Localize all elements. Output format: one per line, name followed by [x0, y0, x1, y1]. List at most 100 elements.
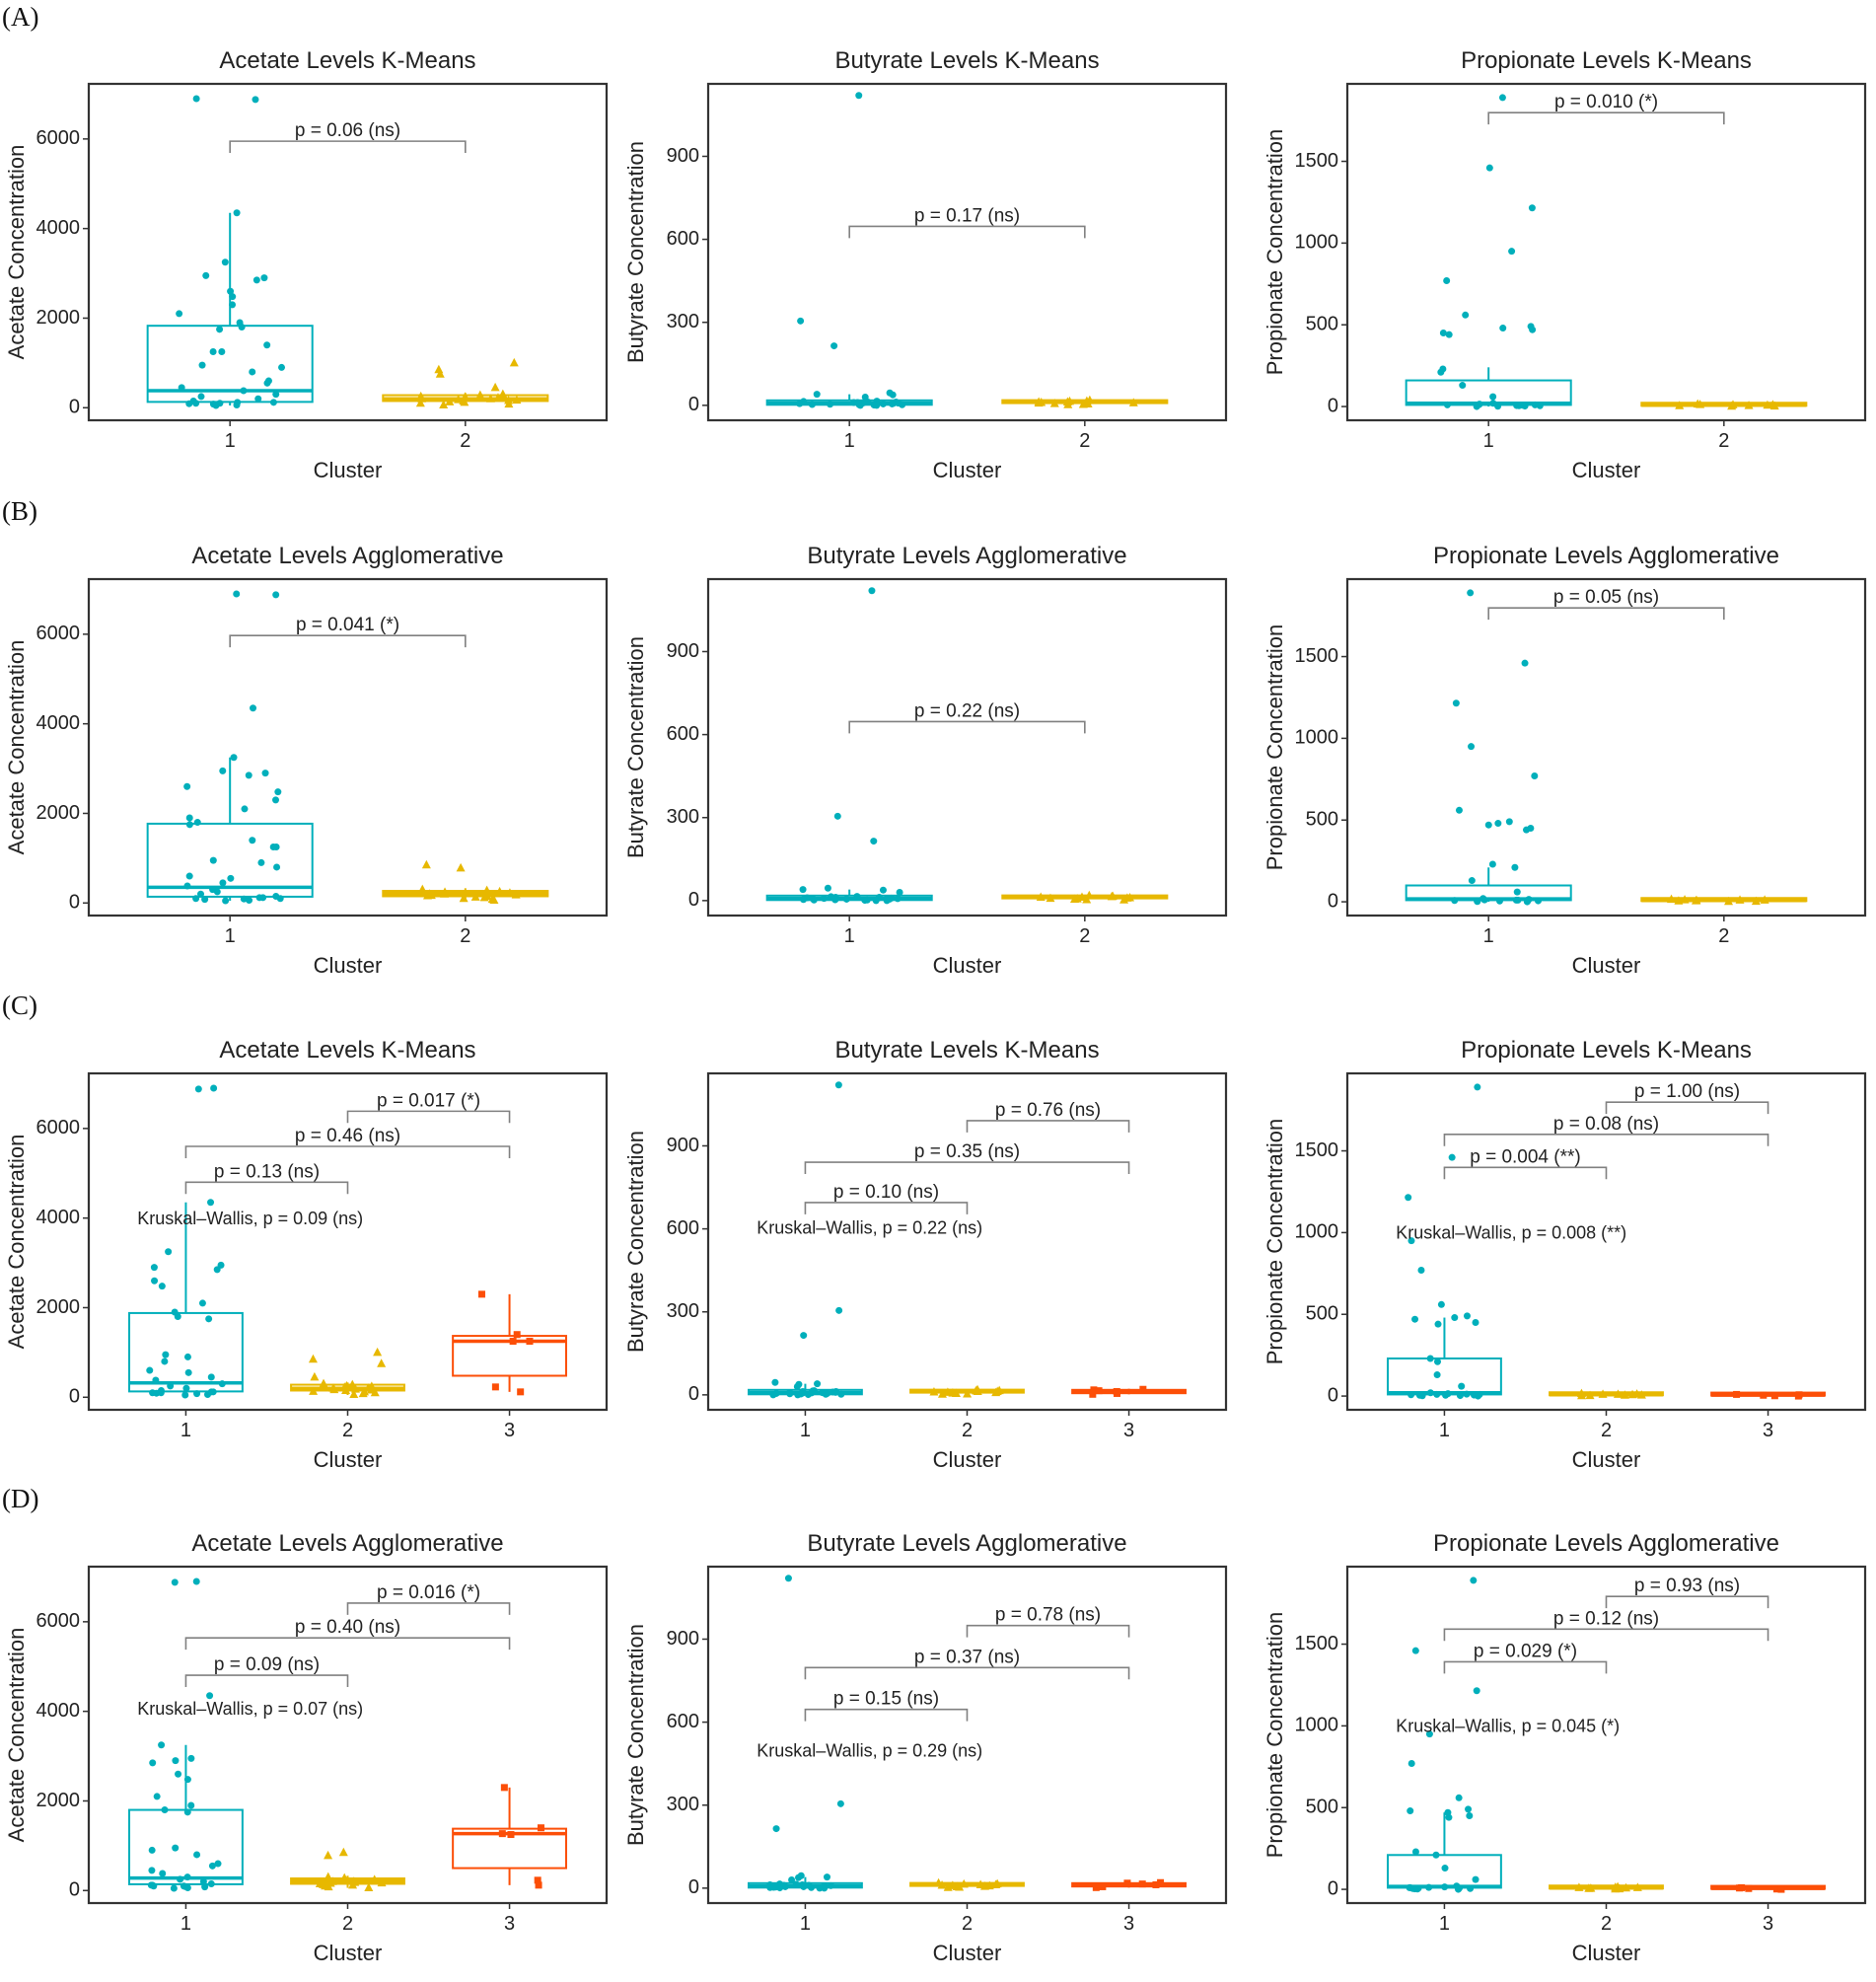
data-point	[201, 1883, 209, 1891]
chart-title: Butyrate Levels K-Means	[834, 47, 1099, 74]
data-point	[485, 394, 495, 403]
data-point	[879, 400, 887, 407]
data-point	[1521, 403, 1529, 410]
data-point	[192, 95, 200, 103]
data-point	[1413, 1885, 1421, 1893]
data-point	[182, 1384, 190, 1392]
data-point	[161, 1358, 169, 1365]
data-point	[1498, 94, 1506, 102]
data-point	[174, 1313, 181, 1321]
data-point	[1769, 401, 1779, 410]
data-point	[415, 398, 425, 407]
cluster-3-group	[1710, 1883, 1826, 1893]
data-point	[899, 401, 906, 408]
data-point	[1425, 1883, 1433, 1891]
data-point	[276, 895, 284, 903]
data-point	[216, 326, 224, 333]
p-value-label: p = 0.17 (ns)	[914, 205, 1020, 226]
x-tick-label: 2	[1718, 925, 1729, 947]
x-axis-label: Cluster	[314, 458, 383, 482]
data-point	[786, 1390, 794, 1398]
y-tick-label: 300	[667, 311, 699, 332]
data-point	[505, 888, 515, 897]
y-tick-label: 300	[667, 806, 699, 828]
box-plot-panel: Butyrate Levels K-Means Butyrate Concentr…	[623, 47, 1228, 482]
data-point	[227, 287, 235, 295]
data-point	[535, 1881, 542, 1889]
data-point	[207, 1879, 215, 1887]
box-plot-panel: Acetate Levels K-Means Acetate Concentrat…	[4, 47, 609, 482]
data-point	[159, 1870, 167, 1877]
data-point	[1139, 1385, 1147, 1393]
data-point	[222, 897, 230, 905]
data-point	[216, 400, 224, 407]
box	[1387, 1357, 1502, 1396]
plot-frame	[87, 1565, 609, 1905]
data-point	[456, 862, 466, 872]
data-point	[1426, 1355, 1434, 1362]
data-point	[1437, 1300, 1445, 1308]
chart-title: Acetate Levels Agglomerative	[191, 1530, 503, 1557]
y-tick-label: 900	[667, 1628, 699, 1650]
data-point	[459, 893, 469, 903]
data-point	[495, 886, 505, 896]
data-point	[1458, 1382, 1466, 1390]
y-axis-label: Butyrate Concentration	[623, 1131, 648, 1353]
significance-bracket	[346, 1602, 511, 1615]
data-point	[194, 1085, 202, 1093]
x-tick-label: 2	[962, 1913, 973, 1935]
p-value-label: p = 0.15 (ns)	[833, 1689, 939, 1710]
data-point	[1451, 897, 1459, 905]
data-point	[870, 838, 878, 845]
chart-title: Propionate Levels K-Means	[1461, 1037, 1752, 1064]
data-point	[158, 1283, 166, 1290]
data-point	[1425, 1730, 1433, 1738]
data-point	[856, 402, 864, 409]
data-point	[513, 1331, 521, 1339]
data-point	[1426, 1389, 1434, 1397]
data-point	[240, 387, 248, 395]
data-point	[187, 1801, 195, 1809]
data-point	[1474, 898, 1481, 906]
data-point	[1770, 1392, 1778, 1400]
x-tick-label: 1	[844, 925, 855, 947]
y-axis-label: Acetate Concentration	[4, 1135, 29, 1350]
cluster-2-group	[382, 859, 549, 905]
data-point	[1531, 771, 1539, 779]
x-tick-label: 3	[1763, 1420, 1773, 1441]
cluster-1-group	[1387, 1083, 1502, 1400]
data-point	[1157, 1878, 1165, 1886]
chart-title: Acetate Levels K-Means	[219, 47, 475, 74]
data-point	[263, 379, 271, 387]
data-point	[278, 363, 286, 371]
data-point	[813, 391, 821, 399]
data-point	[776, 1884, 784, 1892]
data-point	[1418, 1392, 1426, 1400]
data-point	[421, 859, 431, 869]
cluster-1-group	[748, 1081, 863, 1399]
data-point	[772, 1825, 780, 1833]
data-point	[445, 397, 455, 405]
data-point	[219, 767, 227, 774]
kruskal-wallis-label: Kruskal–Wallis, p = 0.09 (ns)	[137, 1209, 363, 1228]
plot-frame	[706, 1565, 1228, 1905]
data-point	[172, 1757, 180, 1765]
kruskal-wallis-label: Kruskal–Wallis, p = 0.29 (ns)	[757, 1740, 982, 1760]
data-point	[170, 1884, 178, 1892]
data-point	[1611, 1883, 1621, 1893]
y-tick-label: 4000	[36, 217, 81, 239]
p-value-label: p = 0.004 (**)	[1470, 1146, 1581, 1167]
data-point	[1433, 1390, 1441, 1398]
data-point	[888, 400, 896, 407]
data-point	[808, 1883, 816, 1891]
data-point	[272, 391, 280, 399]
p-value-label: p = 0.40 (ns)	[295, 1617, 400, 1638]
data-point	[1534, 897, 1542, 905]
data-point	[1480, 896, 1488, 904]
data-point	[800, 1882, 808, 1890]
data-point	[526, 1338, 534, 1346]
data-point	[1494, 820, 1502, 828]
x-tick-label: 3	[1123, 1420, 1134, 1441]
data-point	[197, 890, 205, 898]
data-point	[1448, 1153, 1456, 1161]
